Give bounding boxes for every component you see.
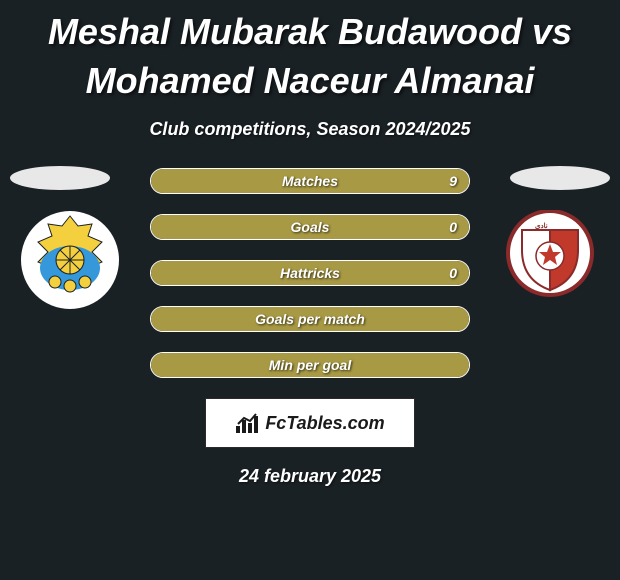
date-label: 24 february 2025 <box>0 466 620 487</box>
page-title: Meshal Mubarak Budawood vs Mohamed Naceu… <box>0 0 620 105</box>
fctables-logo: FcTables.com <box>205 398 415 448</box>
stat-bar: Min per goal <box>150 352 470 378</box>
bar-label: Min per goal <box>269 357 351 373</box>
bar-value: 9 <box>449 173 457 189</box>
stat-bars: Matches 9 Goals 0 Hattricks 0 Goals per … <box>150 168 470 378</box>
bar-label: Matches <box>282 173 338 189</box>
bar-label: Goals per match <box>255 311 365 327</box>
bars-icon <box>235 412 261 434</box>
stat-bar: Goals 0 <box>150 214 470 240</box>
bar-label: Goals <box>291 219 330 235</box>
svg-text:نادي: نادي <box>535 222 548 231</box>
logo-text: FcTables.com <box>265 413 384 434</box>
stat-bar: Goals per match <box>150 306 470 332</box>
stat-bar: Hattricks 0 <box>150 260 470 286</box>
subtitle: Club competitions, Season 2024/2025 <box>0 119 620 140</box>
al-shamal-like-icon: نادي <box>500 210 600 310</box>
bar-value: 0 <box>449 265 457 281</box>
bar-label: Hattricks <box>280 265 340 281</box>
bar-value: 0 <box>449 219 457 235</box>
al-gharafa-like-icon <box>20 210 120 310</box>
content-area: نادي Matches 9 Goals 0 Hattricks 0 Goals… <box>0 168 620 487</box>
left-ellipse <box>10 166 110 190</box>
right-team-badge: نادي <box>500 210 600 310</box>
stat-bar: Matches 9 <box>150 168 470 194</box>
left-team-badge <box>20 210 120 310</box>
right-ellipse <box>510 166 610 190</box>
